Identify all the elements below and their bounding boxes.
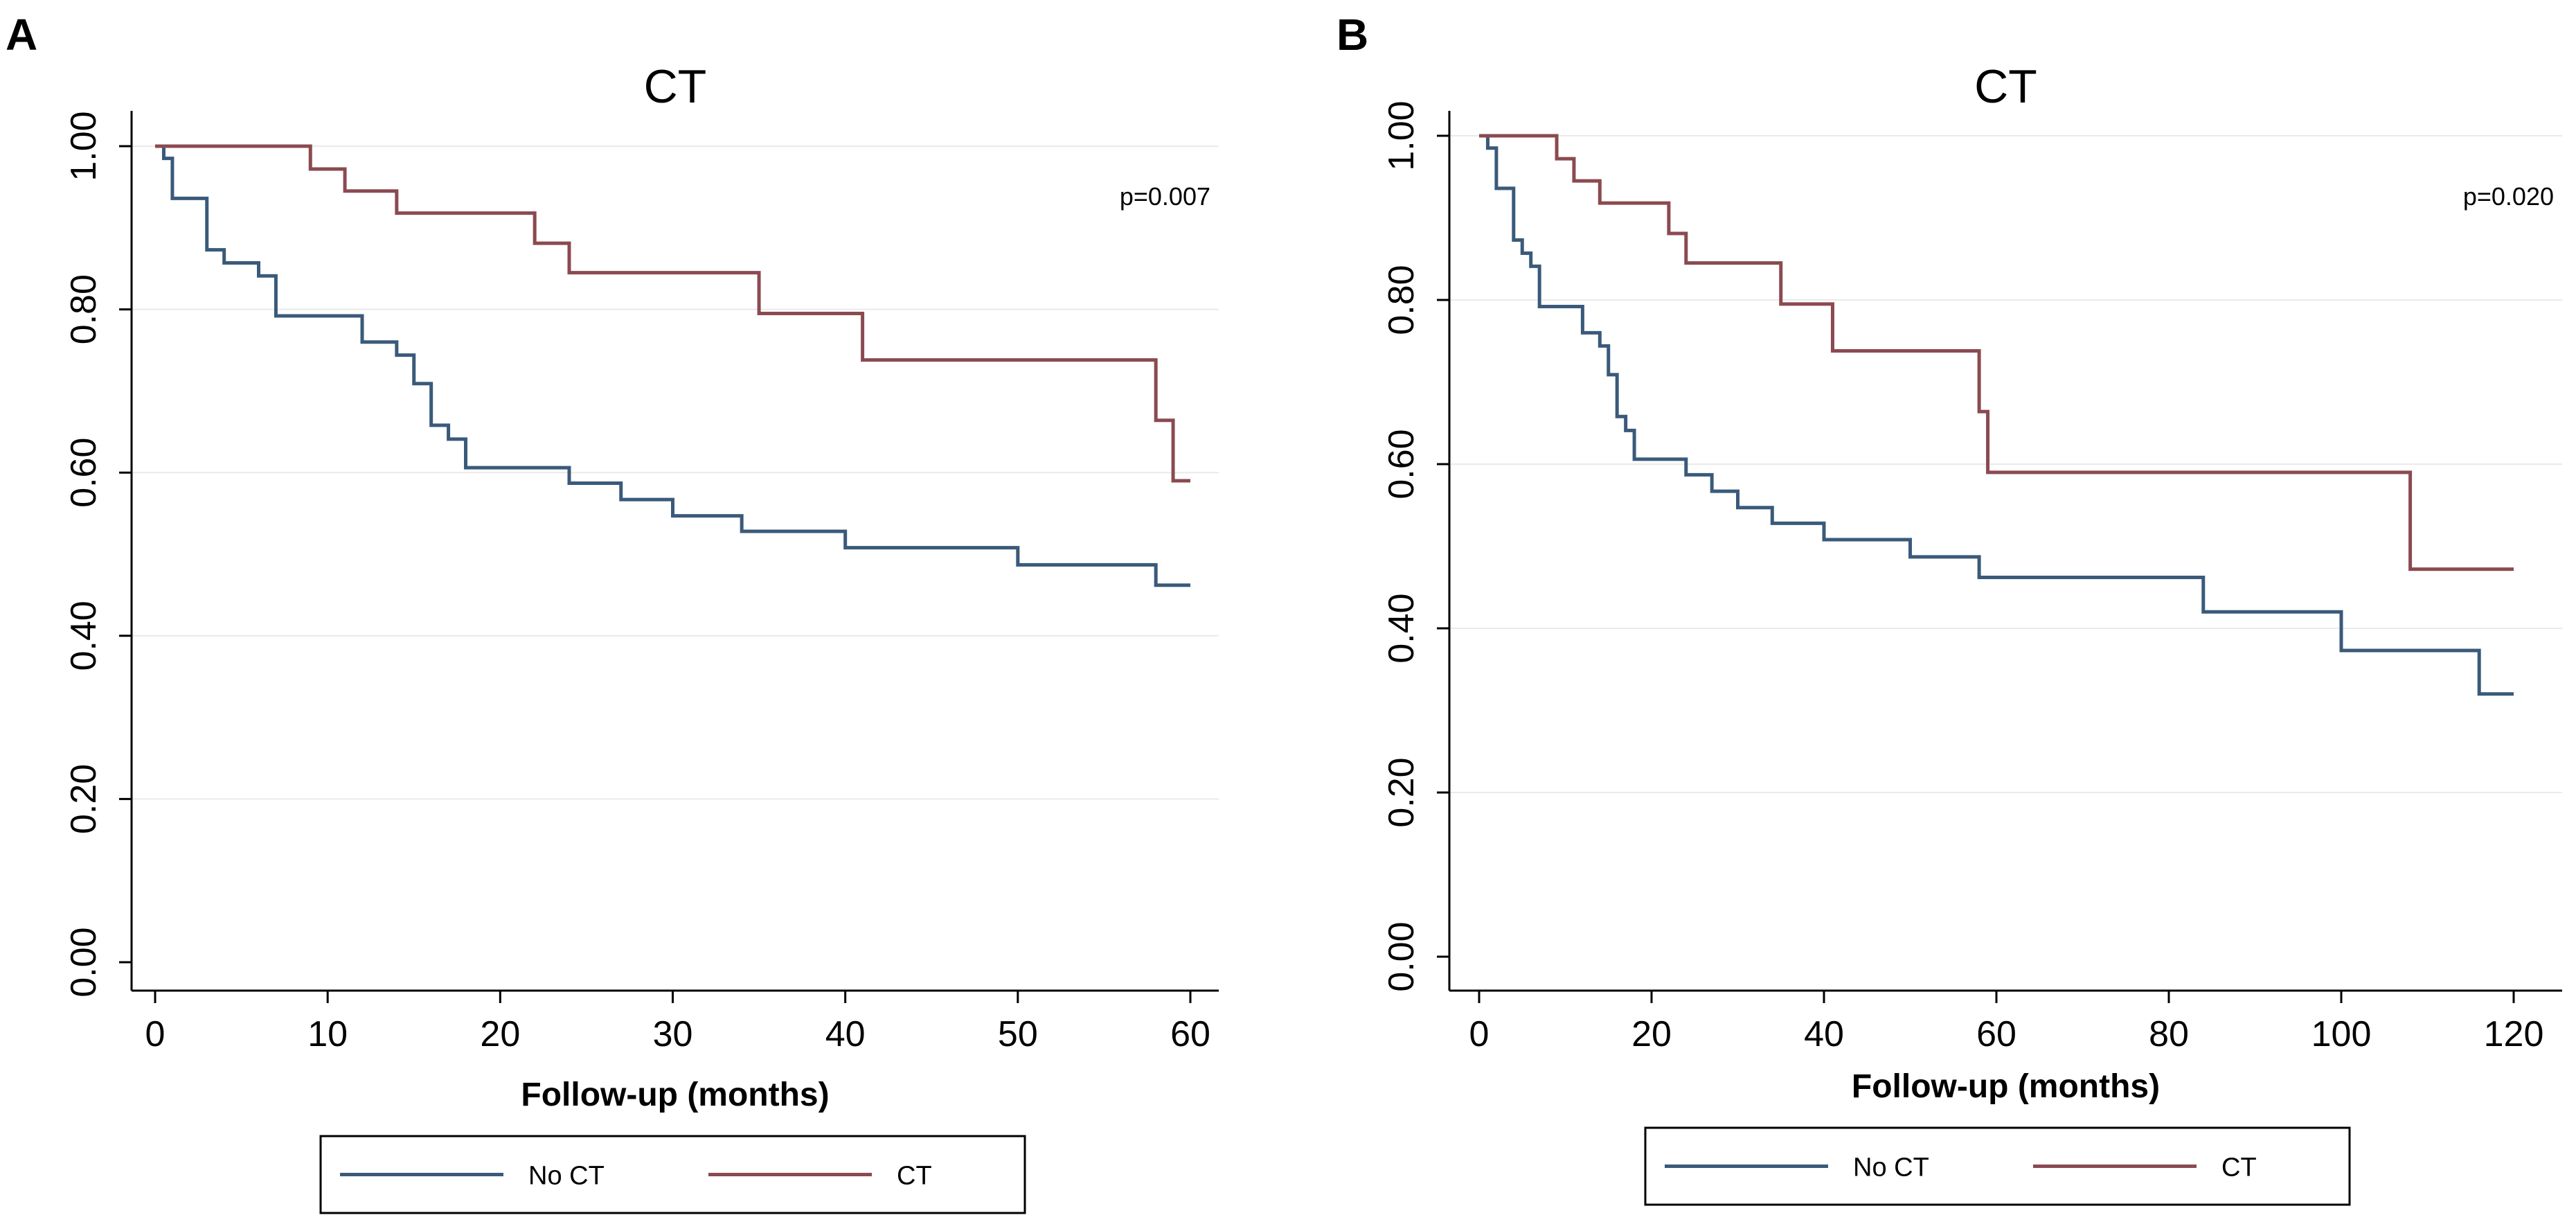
y-tick-label: 0.00 [64,927,104,997]
y-tick-label: 1.00 [1381,100,1422,170]
x-tick-label: 50 [998,1014,1038,1054]
x-axis-label: Follow-up (months) [1852,1068,2160,1105]
x-tick-label: 60 [1170,1014,1210,1054]
panel-a: A CT 0.00 0.20 0.40 0.60 0.80 1.00 0 10 20 30 40 50 60… [6,10,1219,1214]
x-tick-label: 100 [2311,1014,2372,1054]
x-tick-label: 40 [825,1014,866,1054]
y-tick-label: 0.80 [64,274,104,344]
chart-title: CT [644,60,707,113]
series-line-ct [155,144,1190,483]
y-tick-label: 0.20 [1381,757,1422,827]
y-tick-label: 0.60 [1381,429,1422,499]
x-tick-label: 60 [1976,1014,2016,1054]
x-tick-label: 10 [307,1014,348,1054]
y-tick-label: 0.60 [64,438,104,508]
y-tick-label: 0.40 [64,601,104,671]
legend-label: CT [2221,1153,2257,1183]
x-tick-label: 20 [1631,1014,1672,1054]
y-tick-label: 1.00 [64,111,104,181]
p-value-annotation: p=0.007 [1120,182,1210,211]
chart-title: CT [1974,60,2037,113]
x-tick-label: 30 [653,1014,693,1054]
series-line-no-ct [1479,134,2514,696]
y-tick-label: 0.80 [1381,265,1422,335]
panel-letter: A [6,10,37,60]
legend-label: No CT [528,1162,605,1191]
legend-label: No CT [1853,1153,1929,1183]
series-line-no-ct [155,144,1190,587]
panel-b: B CT 0.00 0.20 0.40 0.60 0.80 1.00 0 20 40 60 80 100 1… [1336,10,2562,1206]
y-tick-label: 0.20 [64,764,104,834]
x-tick-label: 40 [1804,1014,1844,1054]
y-tick-label: 0.00 [1381,921,1422,991]
panel-letter: B [1336,10,1368,60]
x-tick-label: 80 [2149,1014,2189,1054]
x-tick-label: 20 [480,1014,520,1054]
p-value-annotation: p=0.020 [2463,182,2554,211]
series-line-ct [1479,134,2514,572]
y-tick-label: 0.40 [1381,593,1422,663]
x-tick-label: 0 [1469,1014,1490,1054]
x-tick-label: 120 [2484,1014,2544,1054]
x-tick-label: 0 [145,1014,166,1054]
legend-label: CT [897,1162,932,1191]
x-axis-label: Follow-up (months) [521,1077,829,1113]
